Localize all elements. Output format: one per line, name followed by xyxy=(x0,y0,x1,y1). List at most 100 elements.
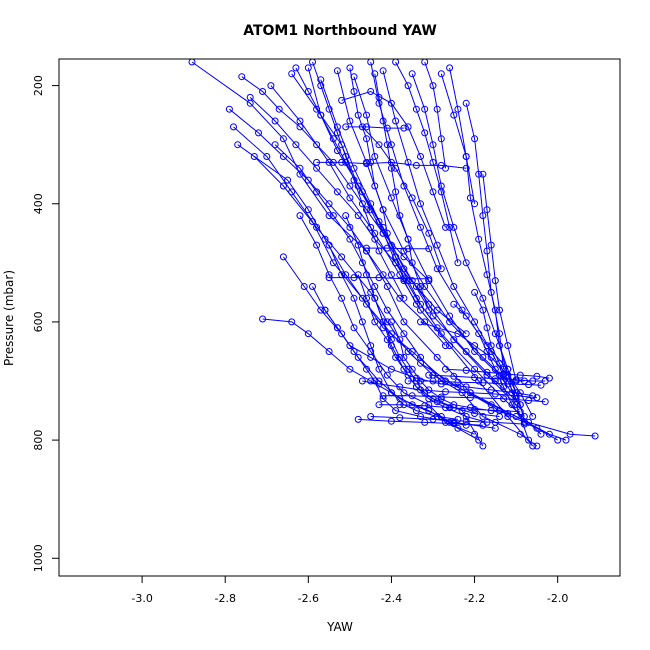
data-point xyxy=(404,277,412,285)
data-point xyxy=(471,410,479,417)
data-point xyxy=(404,158,412,166)
data-point xyxy=(354,111,362,119)
data-point xyxy=(383,244,391,252)
data-point xyxy=(442,365,449,373)
data-point xyxy=(421,418,429,426)
series-line xyxy=(299,215,475,435)
data-point xyxy=(392,407,400,415)
data-point xyxy=(309,59,316,66)
data-point xyxy=(288,318,296,326)
data-point xyxy=(483,271,491,279)
data-point xyxy=(358,259,366,267)
data-point xyxy=(383,283,391,290)
data-point xyxy=(379,206,387,214)
data-point xyxy=(363,365,370,373)
data-point xyxy=(317,111,325,119)
data-point xyxy=(367,353,375,361)
data-point xyxy=(537,381,545,389)
data-point xyxy=(363,244,370,252)
series-line xyxy=(449,67,476,204)
data-point xyxy=(325,200,333,208)
series-line xyxy=(362,380,537,399)
series-54 xyxy=(371,70,433,314)
data-point xyxy=(421,283,429,290)
data-point xyxy=(437,393,445,401)
series-50 xyxy=(471,288,520,403)
data-point xyxy=(466,394,474,402)
data-point xyxy=(437,330,445,338)
series-33 xyxy=(421,59,449,172)
data-point xyxy=(446,223,454,231)
data-point xyxy=(408,365,416,373)
data-point xyxy=(392,253,400,261)
data-point xyxy=(487,241,495,249)
series-35 xyxy=(321,306,537,400)
data-point xyxy=(450,300,458,308)
data-point xyxy=(466,404,474,412)
data-point xyxy=(296,123,304,131)
data-point xyxy=(450,420,458,428)
data-point xyxy=(483,368,491,376)
data-point xyxy=(367,88,375,95)
data-point xyxy=(491,277,499,285)
data-point xyxy=(354,212,362,220)
series-line xyxy=(366,247,429,250)
series-line xyxy=(341,90,446,228)
data-point xyxy=(346,64,354,72)
data-point xyxy=(387,365,395,373)
data-point xyxy=(483,324,491,332)
data-point xyxy=(433,353,441,361)
data-point xyxy=(450,372,458,380)
data-point xyxy=(437,70,445,78)
data-point xyxy=(354,353,362,361)
data-point xyxy=(491,377,499,385)
data-point xyxy=(309,283,316,290)
data-point xyxy=(396,414,404,422)
data-point xyxy=(446,64,454,72)
data-point xyxy=(471,365,479,373)
data-point xyxy=(462,421,470,429)
data-point xyxy=(408,277,416,285)
data-point xyxy=(425,371,433,379)
data-point xyxy=(425,275,433,283)
data-point xyxy=(491,375,499,383)
series-line xyxy=(274,144,442,382)
data-point xyxy=(325,274,333,282)
data-point xyxy=(363,206,370,214)
data-point xyxy=(417,300,424,308)
data-point xyxy=(425,245,433,253)
data-point xyxy=(429,141,437,149)
data-point xyxy=(396,336,404,344)
data-point xyxy=(304,64,312,72)
data-point xyxy=(504,342,512,350)
data-point xyxy=(429,377,437,385)
data-point xyxy=(371,318,379,326)
series-53 xyxy=(346,64,420,308)
data-point xyxy=(396,212,404,220)
data-point xyxy=(363,111,370,119)
data-point xyxy=(408,392,416,400)
data-point xyxy=(483,206,491,214)
data-point xyxy=(371,235,379,243)
data-point xyxy=(462,366,470,374)
data-point xyxy=(487,342,495,350)
data-point xyxy=(379,229,387,237)
data-point xyxy=(342,123,350,131)
data-point xyxy=(342,153,350,160)
y-tick-label: 600 xyxy=(32,311,45,332)
data-point xyxy=(367,59,375,66)
data-point xyxy=(354,241,362,249)
data-point xyxy=(541,398,549,406)
data-point xyxy=(367,158,375,166)
data-point xyxy=(338,96,346,104)
data-point xyxy=(404,123,412,131)
data-point xyxy=(487,288,495,296)
y-tick-label: 200 xyxy=(32,75,45,96)
data-point xyxy=(433,324,441,332)
data-point xyxy=(279,253,287,261)
data-point xyxy=(450,283,458,290)
data-point xyxy=(387,417,395,425)
data-point xyxy=(454,415,462,423)
